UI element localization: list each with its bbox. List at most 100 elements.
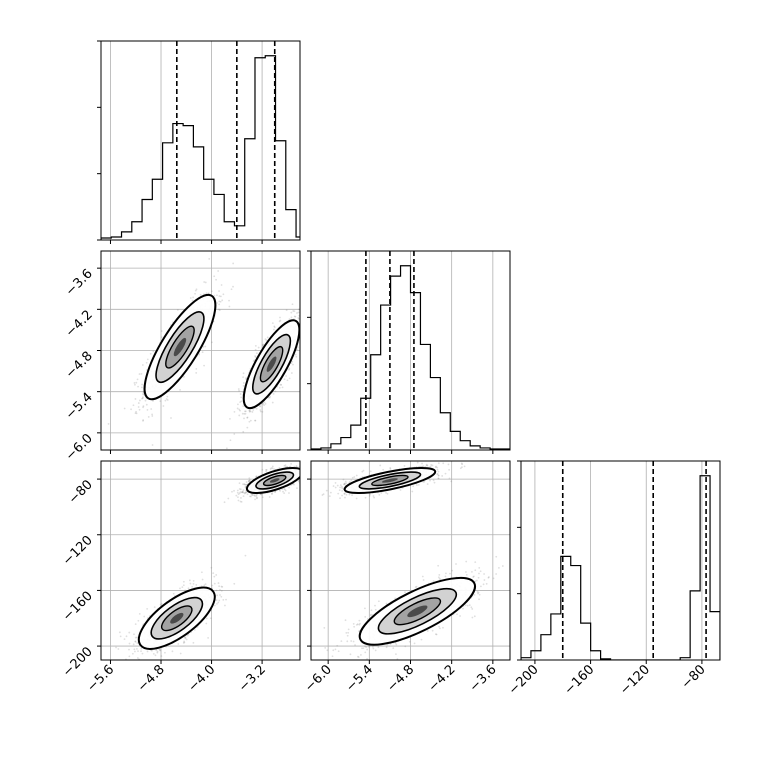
- scatter-point: [261, 493, 263, 496]
- scatter-point: [482, 583, 485, 586]
- grid-1-1: [327, 251, 494, 450]
- scatter-point: [240, 491, 243, 494]
- scatter-point: [254, 344, 257, 347]
- scatter-point: [141, 364, 144, 366]
- scatter-point: [222, 598, 225, 601]
- scatter-point: [305, 317, 307, 319]
- panel-frame-2-0: [100, 460, 301, 661]
- scatter-point: [271, 492, 273, 495]
- scatter-point: [301, 473, 303, 475]
- scatter-point: [316, 465, 318, 467]
- scatter-point: [302, 474, 304, 476]
- scatter-point: [244, 410, 246, 413]
- scatter-point: [242, 384, 245, 387]
- scatter-point: [123, 638, 126, 641]
- scatter-point: [263, 401, 266, 404]
- scatter-point: [136, 642, 139, 644]
- scatter-point: [239, 401, 242, 404]
- scatter-point: [297, 308, 300, 311]
- scatter-point: [232, 285, 234, 288]
- scatter-point: [269, 468, 272, 470]
- scatter-point: [136, 647, 138, 650]
- scatter-point: [301, 473, 303, 475]
- scatter-point: [194, 292, 196, 295]
- scatter-point: [349, 653, 352, 656]
- scatter-point: [272, 392, 275, 395]
- scatter-point: [302, 477, 304, 479]
- y-tick-label-2: −80: [66, 477, 96, 507]
- scatter-point: [130, 408, 132, 411]
- scatter-point: [223, 501, 226, 504]
- scatter-point: [290, 462, 293, 465]
- scatter-point: [290, 311, 293, 314]
- scatter-point: [136, 636, 138, 639]
- scatter-point: [192, 296, 195, 299]
- scatter-point: [261, 410, 264, 413]
- scatter-point: [218, 290, 220, 292]
- scatter-point: [284, 464, 287, 467]
- scatter-point: [238, 488, 241, 490]
- scatter-point: [279, 316, 281, 319]
- scatter-point: [207, 637, 210, 639]
- scatter-point: [245, 377, 248, 379]
- scatter-point: [145, 403, 148, 406]
- scatter-point: [215, 278, 217, 281]
- scatter-point: [265, 469, 267, 471]
- scatter-point: [300, 471, 302, 473]
- scatter-point: [243, 412, 246, 415]
- x-tick-label-0: −4.8: [135, 662, 168, 695]
- scatter-point: [315, 465, 317, 467]
- scatter-point: [149, 352, 152, 355]
- scatter-point: [270, 467, 273, 470]
- scatter-point: [243, 483, 246, 486]
- scatter-point: [259, 410, 262, 413]
- scatter-point: [187, 587, 190, 590]
- scatter-point: [182, 375, 185, 378]
- scatter-point: [154, 654, 157, 657]
- scatter-point: [220, 595, 223, 598]
- scatter-point: [255, 497, 258, 500]
- scatter-point: [233, 489, 235, 492]
- scatter-point: [307, 314, 309, 316]
- scatter-point: [248, 479, 251, 482]
- scatter-point: [133, 382, 136, 384]
- scatter-point: [301, 473, 303, 475]
- scatter-point: [455, 563, 457, 565]
- scatter-point: [119, 635, 122, 638]
- scatter-point: [159, 649, 161, 651]
- scatter-point: [241, 491, 244, 494]
- contour-level-3: [266, 356, 277, 372]
- scatter-point: [290, 316, 293, 319]
- scatter-point: [134, 412, 137, 414]
- scatter-point: [263, 404, 266, 407]
- scatter-point: [230, 288, 233, 291]
- scatter-point: [183, 640, 185, 643]
- scatter-point: [237, 499, 240, 502]
- scatter-point: [218, 300, 221, 303]
- scatter-point: [296, 312, 298, 314]
- scatter-point: [302, 471, 304, 473]
- scatter-point: [420, 638, 423, 641]
- scatter-point: [134, 383, 136, 386]
- scatter-point: [137, 385, 139, 388]
- scatter-point: [283, 464, 286, 467]
- scatter-point: [142, 419, 145, 421]
- scatter-point: [238, 482, 241, 485]
- scatter-point: [288, 377, 291, 380]
- scatter-point: [166, 399, 169, 401]
- scatter-point: [278, 320, 281, 323]
- scatter-point: [331, 655, 334, 658]
- scatter-point: [200, 571, 203, 574]
- scatter-point: [265, 470, 268, 473]
- scatter-point: [246, 416, 249, 419]
- y-tick-label-1: −3.6: [63, 266, 96, 299]
- scatter-point: [292, 363, 294, 366]
- scatter-point: [156, 651, 159, 654]
- scatter-point: [265, 339, 268, 342]
- scatter-point: [160, 336, 163, 339]
- joint-p0-p2: [115, 462, 318, 660]
- scatter-point: [300, 336, 302, 338]
- scatter-point: [192, 579, 195, 582]
- scatter-point: [344, 619, 347, 622]
- scatter-point: [218, 303, 221, 306]
